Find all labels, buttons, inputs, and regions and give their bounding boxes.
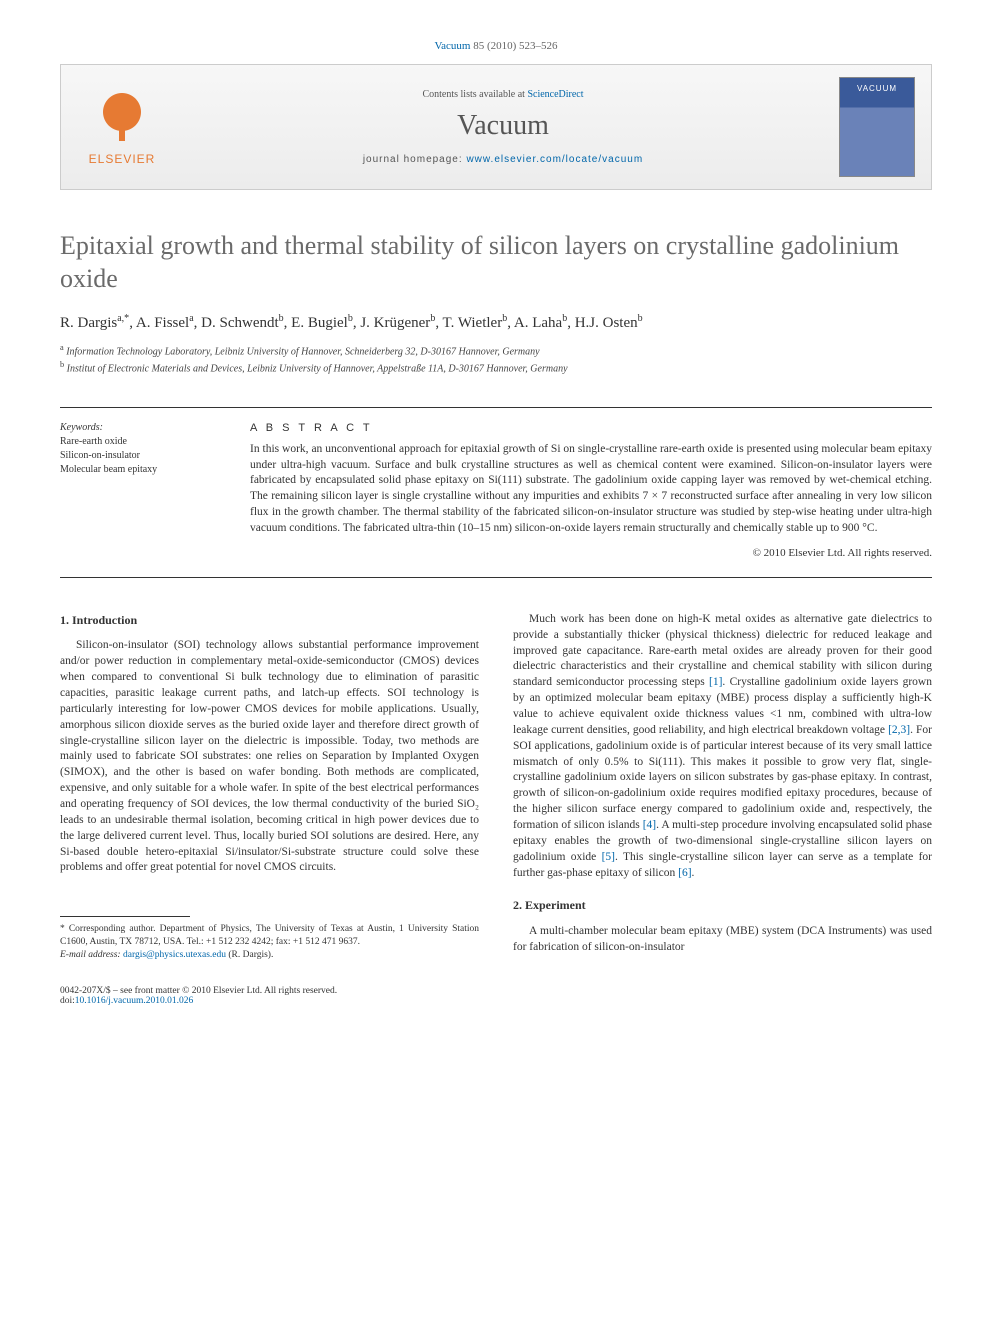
front-matter-line: 0042-207X/$ – see front matter © 2010 El…: [60, 986, 337, 996]
email-line: E-mail address: dargis@physics.utexas.ed…: [60, 949, 479, 962]
page-footer: 0042-207X/$ – see front matter © 2010 El…: [60, 986, 932, 1006]
elsevier-tree-icon: [92, 88, 152, 148]
experiment-paragraph-1: A multi-chamber molecular beam epitaxy (…: [513, 924, 932, 956]
right-column: Much work has been done on high-K metal …: [513, 612, 932, 962]
publisher-logo: ELSEVIER: [77, 88, 167, 166]
journal-name: Vacuum: [183, 110, 823, 142]
footnotes-block: * Corresponding author. Department of Ph…: [60, 923, 479, 961]
body-columns: 1. Introduction Silicon-on-insulator (SO…: [60, 612, 932, 962]
sciencedirect-link[interactable]: ScienceDirect: [527, 89, 583, 100]
footer-left: 0042-207X/$ – see front matter © 2010 El…: [60, 986, 337, 1006]
left-column: 1. Introduction Silicon-on-insulator (SO…: [60, 612, 479, 962]
publisher-name: ELSEVIER: [77, 152, 167, 166]
affiliations-block: a Information Technology Laboratory, Lei…: [60, 342, 932, 377]
intro-paragraph-1: Silicon-on-insulator (SOI) technology al…: [60, 638, 479, 876]
abstract-text: In this work, an unconventional approach…: [250, 442, 932, 537]
doi-link[interactable]: 10.1016/j.vacuum.2010.01.026: [75, 996, 193, 1006]
journal-homepage-line: journal homepage: www.elsevier.com/locat…: [183, 154, 823, 165]
abstract-column: A B S T R A C T In this work, an unconve…: [250, 422, 932, 559]
ref-link[interactable]: [5]: [602, 851, 615, 863]
abstract-block: Keywords: Rare-earth oxide Silicon-on-in…: [60, 407, 932, 578]
article-title: Epitaxial growth and thermal stability o…: [60, 230, 932, 295]
journal-header-box: ELSEVIER Contents lists available at Sci…: [60, 64, 932, 190]
corresponding-email-link[interactable]: dargis@physics.utexas.edu: [123, 950, 226, 960]
doi-line: doi:10.1016/j.vacuum.2010.01.026: [60, 996, 337, 1006]
keywords-heading: Keywords:: [60, 422, 210, 433]
section-heading-intro: 1. Introduction: [60, 612, 479, 629]
top-citation: Vacuum 85 (2010) 523–526: [60, 40, 932, 52]
keywords-column: Keywords: Rare-earth oxide Silicon-on-in…: [60, 422, 210, 559]
contents-list-line: Contents lists available at ScienceDirec…: [183, 89, 823, 100]
cover-label: VACUUM: [840, 84, 914, 93]
intro-paragraph-2: Much work has been done on high-K metal …: [513, 612, 932, 882]
keyword-item: Rare-earth oxide: [60, 435, 210, 449]
keyword-item: Silicon-on-insulator: [60, 449, 210, 463]
citation-journal-link[interactable]: Vacuum: [434, 40, 470, 52]
abstract-heading: A B S T R A C T: [250, 422, 932, 434]
journal-cover-thumbnail: VACUUM: [839, 77, 915, 177]
abstract-copyright: © 2010 Elsevier Ltd. All rights reserved…: [250, 547, 932, 559]
ref-link[interactable]: [4]: [643, 819, 656, 831]
footnote-rule: [60, 916, 190, 917]
journal-homepage-link[interactable]: www.elsevier.com/locate/vacuum: [466, 154, 643, 165]
citation-volpages: 85 (2010) 523–526: [470, 40, 557, 52]
keyword-item: Molecular beam epitaxy: [60, 463, 210, 477]
corresponding-author-note: * Corresponding author. Department of Ph…: [60, 923, 479, 949]
ref-link[interactable]: [6]: [678, 867, 691, 879]
ref-link[interactable]: [2,3]: [888, 724, 910, 736]
ref-link[interactable]: [1]: [709, 676, 722, 688]
authors-line: R. Dargisa,*, A. Fissela, D. Schwendtb, …: [60, 313, 932, 332]
section-heading-experiment: 2. Experiment: [513, 897, 932, 914]
